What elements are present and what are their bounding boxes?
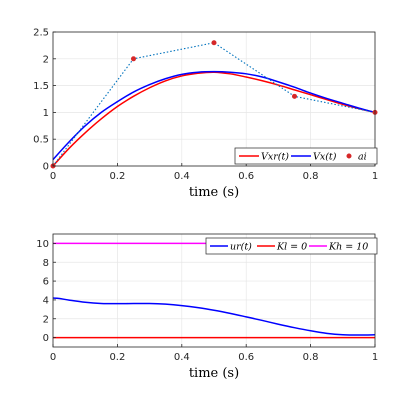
x-tick-label: 1: [372, 352, 378, 363]
legend-label-kh: Kh = 10: [328, 242, 368, 253]
bottom-chart-axes-box: [52, 233, 376, 348]
y-tick-label: 1: [43, 108, 49, 119]
x-tick-label: 0.6: [238, 352, 254, 363]
top-chart-axes-box: [52, 31, 376, 167]
legend-label-vxr: Vxr(t): [261, 152, 289, 163]
y-tick-label: 1.5: [33, 81, 49, 92]
legend-label-kl: Kl = 0: [276, 242, 307, 253]
x-tick-label: 0.4: [174, 352, 190, 363]
series-line-2: [52, 42, 376, 167]
legend-swatch-ai: [346, 153, 352, 159]
series-line-0: [52, 297, 376, 336]
x-tick-label: 0.4: [174, 171, 190, 182]
bottom-chart-xlabel: time (s): [189, 366, 239, 381]
y-tick-label: 0.5: [33, 135, 49, 146]
y-tick-label: 0: [43, 333, 49, 344]
series-line-1: [52, 70, 376, 161]
x-tick-label: 0.8: [303, 171, 319, 182]
top-chart: 0 0.2 0.4 0.6 0.8 1 0 0.5 1 1.5 2 2.5 time (s) Vxr…: [33, 28, 378, 201]
y-tick-label: 8: [43, 258, 49, 269]
bottom-chart-legend: ur(t) Kl = 0 Kh = 10: [205, 237, 378, 255]
y-tick-label: 2.5: [33, 28, 49, 39]
x-tick-label: 0: [50, 171, 56, 182]
x-tick-label: 0.2: [109, 171, 125, 182]
legend-label-ai: ai: [358, 152, 367, 163]
top-chart-legend: Vxr(t) Vx(t) ai: [234, 147, 378, 165]
bottom-chart: 0 0.2 0.4 0.6 0.8 1 0 2 4 6 8 10 time (s) ur(t) Kl…: [36, 233, 378, 381]
y-tick-label: 4: [43, 295, 49, 306]
y-tick-label: 2: [43, 314, 49, 325]
x-tick-label: 0.2: [109, 352, 125, 363]
x-tick-label: 0.8: [303, 352, 319, 363]
y-tick-label: 6: [43, 277, 49, 288]
data-point-marker: [291, 93, 297, 99]
legend-label-vx: Vx(t): [313, 152, 337, 163]
legend-label-ur: ur(t): [230, 242, 252, 253]
x-tick-label: 0: [50, 352, 56, 363]
top-chart-xlabel: time (s): [189, 185, 239, 200]
x-tick-label: 1: [372, 171, 378, 182]
y-tick-label: 2: [43, 54, 49, 65]
bottom-chart-yticks: 0 2 4 6 8 10: [36, 239, 56, 344]
x-tick-label: 0.6: [238, 171, 254, 182]
data-point-marker: [211, 40, 217, 46]
data-point-marker: [131, 56, 137, 62]
y-tick-label: 10: [36, 239, 49, 250]
top-chart-series: [50, 40, 378, 169]
y-tick-label: 0: [43, 162, 49, 173]
